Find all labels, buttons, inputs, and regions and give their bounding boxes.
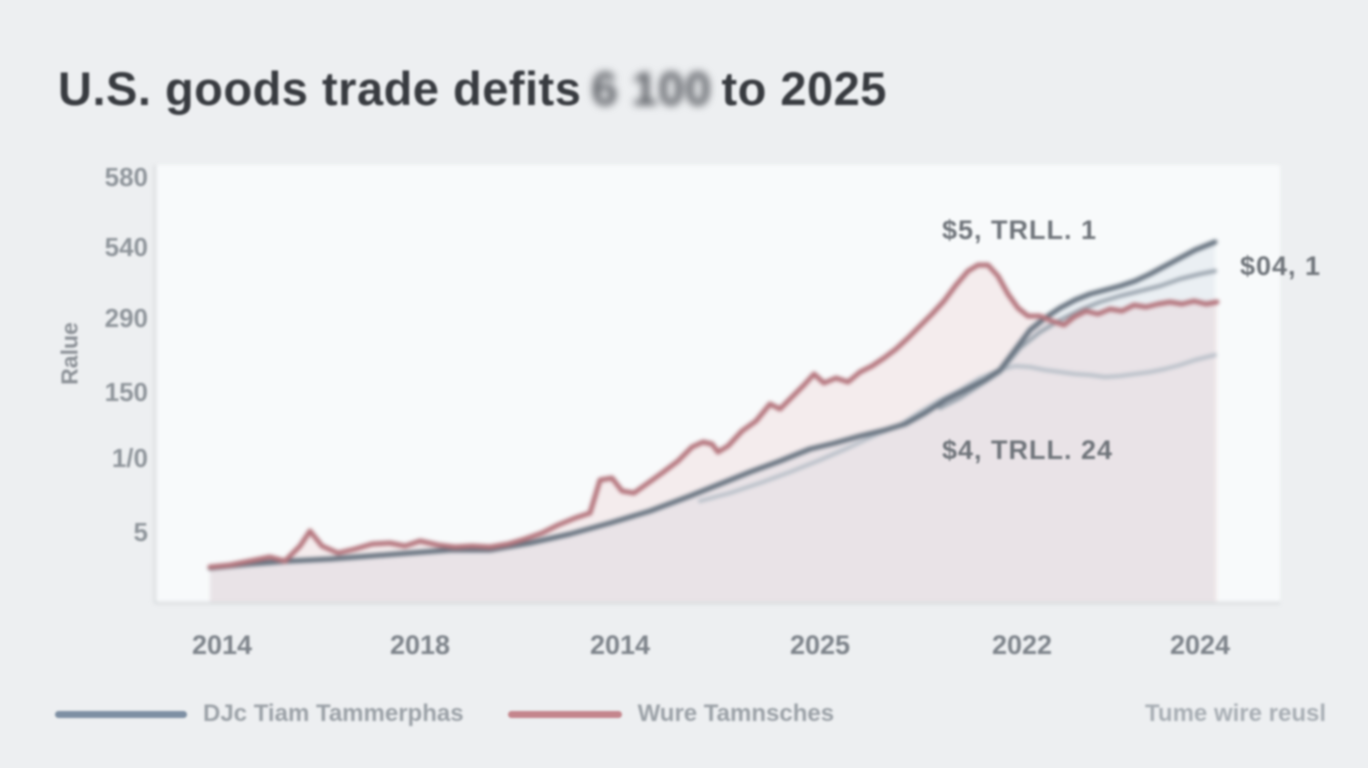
x-tick-label: 2025 [789, 630, 851, 660]
title-part1: U.S. goods trade defits [58, 62, 582, 116]
y-tick-label: 1/0 [111, 443, 148, 473]
legend-item-red-series: Wure Tamnsches [507, 700, 835, 728]
annotation-mid-line: $4, TRLL. 24 [942, 435, 1114, 465]
legend-swatch-blue-line-icon [55, 710, 187, 718]
source-footnote: Tume wire reusl [1145, 700, 1326, 727]
title-smudged-text: 6 100 [591, 62, 712, 116]
legend: DJc Tiam Tammerphas Wure Tamnsches [55, 700, 834, 728]
y-tick-label: 290 [104, 303, 148, 333]
y-tick-label: 150 [104, 377, 148, 407]
legend-item-blue-series: DJc Tiam Tammerphas [55, 700, 464, 728]
x-tick-label: 2022 [991, 630, 1053, 660]
legend-label: Wure Tamnsches [637, 700, 835, 727]
legend-swatch-red-line-icon [507, 710, 622, 718]
page-title: U.S. goods trade defits 6 100 to 2025 [58, 61, 887, 116]
x-tick-label: 2014 [589, 630, 651, 660]
y-tick-label: 580 [104, 162, 148, 192]
x-tick-label: 2014 [191, 630, 253, 660]
title-part2: to 2025 [721, 62, 887, 116]
x-tick-label: 2018 [389, 630, 451, 660]
y-tick-label: 5 [133, 517, 148, 547]
y-tick-label: 540 [104, 232, 148, 262]
annotation-red-peak: $5, TRLL. 1 [942, 215, 1098, 245]
legend-label: DJc Tiam Tammerphas [203, 700, 464, 727]
x-tick-label: 2024 [1169, 630, 1231, 660]
annotation-line-end: $04, 1 [1240, 251, 1322, 281]
